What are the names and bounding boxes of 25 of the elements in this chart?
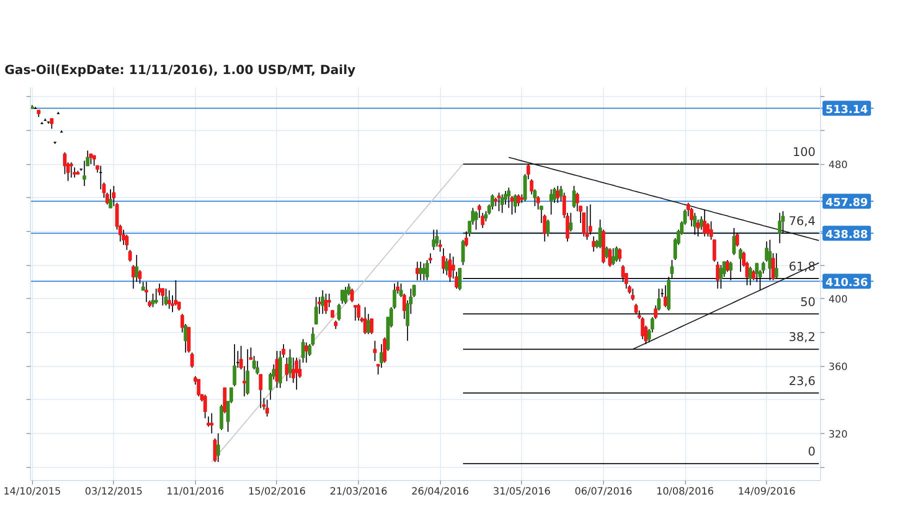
y-tick-label: 320 (828, 429, 848, 440)
chart-title: Gas-Oil(ExpDate: 11/11/2016), 1.00 USD/MT, Daily (4, 62, 356, 77)
series-label: 76,4 (788, 214, 816, 228)
series-label: 100 (792, 145, 816, 160)
x-tick-label: 06/07/2016 (574, 486, 632, 498)
series-label: 0 (808, 444, 816, 459)
x-tick-label: 14/10/2015 (3, 486, 61, 498)
series-label: 50 (800, 294, 816, 309)
x-tick-label: 31/05/2016 (492, 486, 551, 498)
x-tick-label: 21/03/2016 (330, 486, 388, 498)
ref-line-label: 438.88 (826, 228, 868, 241)
ref-line-label: 410.36 (826, 276, 868, 289)
x-tick-label: 15/02/2016 (248, 486, 306, 498)
y-tick-label: 400 (828, 294, 848, 306)
y-tick-label: 480 (828, 160, 848, 172)
x-tick-label: 26/04/2016 (411, 486, 470, 498)
ref-line-label: 513.14 (826, 102, 868, 116)
series-label: 23,6 (788, 374, 816, 388)
y-tick-label: 360 (828, 362, 848, 374)
x-tick-label: 11/01/2016 (166, 486, 224, 498)
x-tick-label: 14/09/2016 (738, 486, 796, 498)
ref-line-label: 457.89 (826, 196, 868, 209)
series-label: 38,2 (788, 330, 816, 344)
x-tick-label: 10/08/2016 (656, 486, 714, 498)
x-tick-label: 03/12/2015 (84, 486, 143, 498)
